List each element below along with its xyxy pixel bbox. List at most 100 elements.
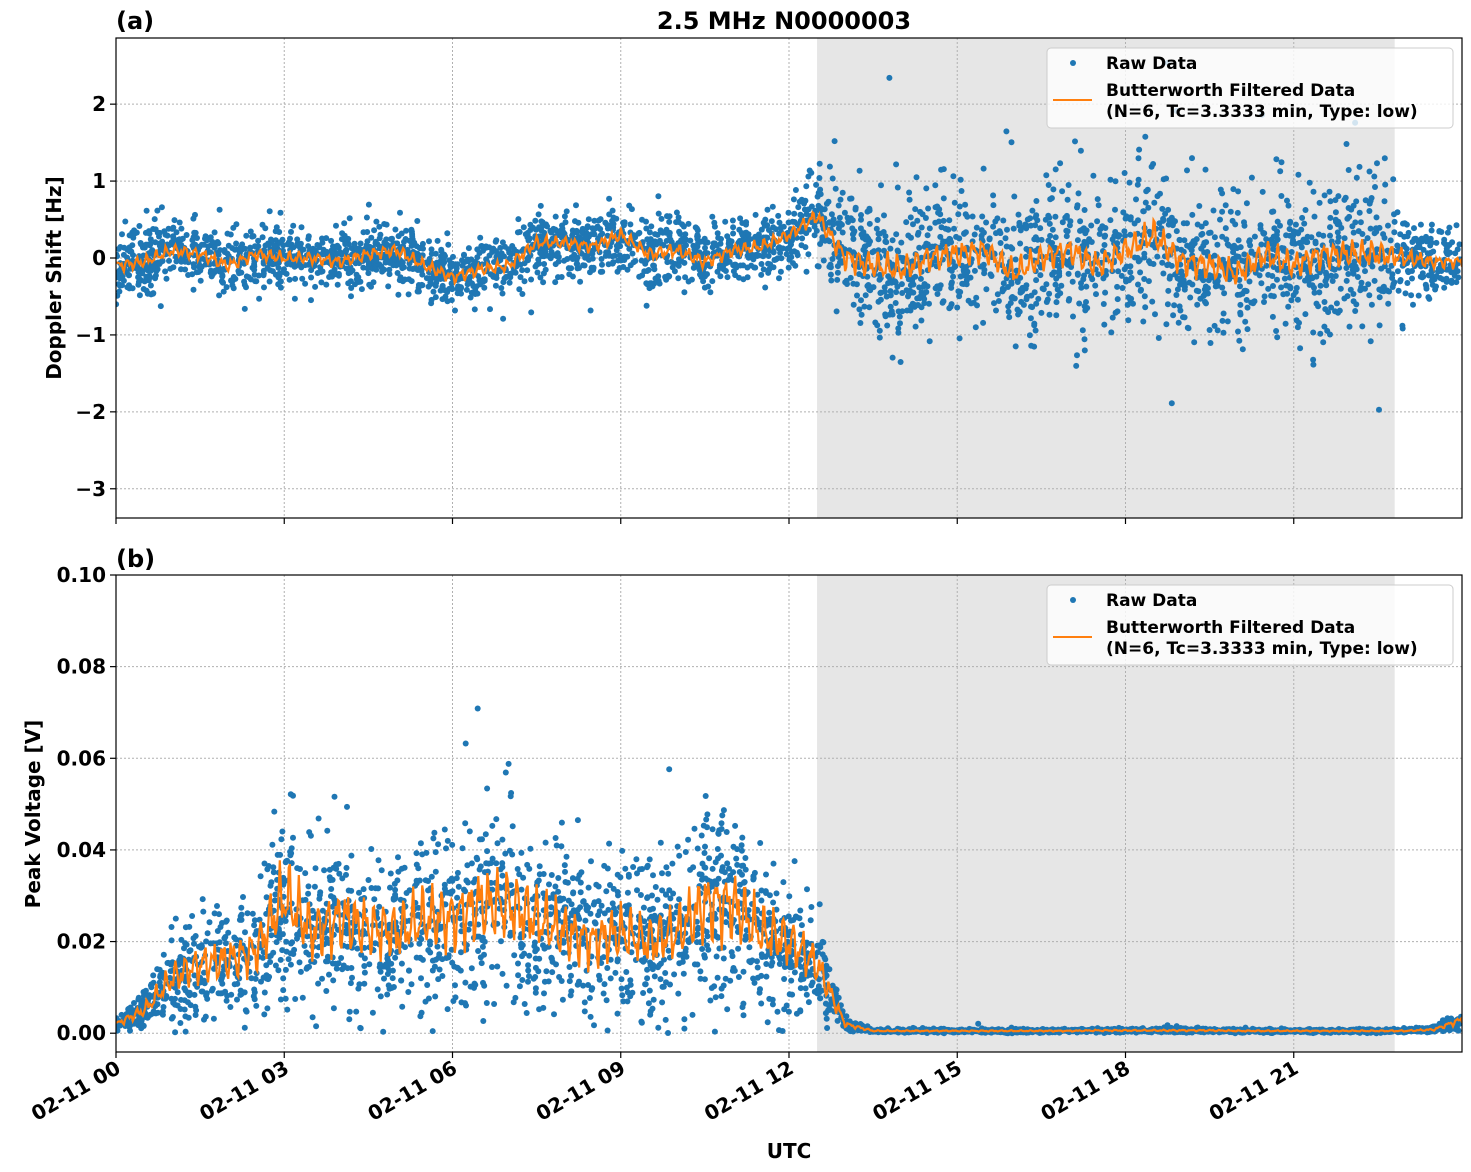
raw-data-point	[1397, 278, 1404, 285]
raw-data-point	[736, 274, 742, 281]
raw-data-point	[1285, 202, 1292, 209]
raw-data-point	[1263, 236, 1270, 243]
raw-data-point	[441, 254, 447, 261]
raw-data-point	[1258, 280, 1265, 287]
raw-data-point	[897, 359, 904, 365]
raw-data-point	[483, 244, 490, 251]
raw-data-point	[526, 235, 533, 242]
raw-data-point	[1123, 263, 1130, 270]
raw-data-point	[818, 207, 825, 214]
raw-data-point	[261, 247, 268, 254]
raw-data-point	[1277, 168, 1284, 175]
raw-data-point	[1235, 237, 1242, 244]
raw-data-point	[850, 230, 857, 236]
raw-data-point	[1328, 304, 1335, 311]
raw-data-point	[171, 217, 178, 224]
raw-data-point	[193, 1007, 200, 1014]
raw-data-point	[473, 854, 480, 861]
raw-data-point	[1222, 225, 1229, 232]
raw-data-point	[1353, 198, 1360, 205]
raw-data-point	[1016, 222, 1023, 229]
raw-data-point	[1088, 239, 1095, 245]
raw-data-point	[752, 233, 759, 240]
raw-data-point	[328, 237, 335, 244]
raw-data-point	[1126, 179, 1133, 186]
raw-data-point	[177, 1020, 184, 1026]
raw-data-point	[955, 211, 962, 218]
raw-data-point	[152, 275, 159, 282]
raw-data-point	[377, 993, 384, 1000]
raw-data-point	[1102, 289, 1109, 296]
raw-data-point	[349, 267, 356, 274]
raw-data-point	[448, 280, 455, 287]
raw-data-point	[742, 855, 749, 861]
raw-data-point	[1261, 299, 1267, 305]
raw-data-point	[1258, 241, 1265, 248]
raw-data-point	[1376, 322, 1383, 329]
raw-data-point	[522, 231, 529, 238]
raw-data-point	[129, 285, 136, 292]
raw-data-point	[1127, 231, 1134, 238]
raw-data-point	[519, 291, 526, 297]
raw-data-point	[260, 270, 267, 277]
raw-data-point	[1273, 328, 1280, 334]
raw-data-point	[1413, 236, 1420, 243]
raw-data-point	[1347, 286, 1354, 293]
raw-data-point	[364, 265, 371, 272]
raw-data-point	[865, 282, 872, 288]
raw-data-point	[886, 74, 893, 81]
raw-data-point	[934, 291, 941, 297]
raw-data-point	[520, 874, 527, 881]
raw-data-point	[385, 283, 392, 290]
raw-data-point	[419, 252, 426, 259]
raw-data-point	[623, 969, 630, 975]
raw-data-point	[1151, 199, 1158, 206]
raw-data-point	[1432, 286, 1439, 293]
raw-data-point	[219, 273, 226, 280]
raw-data-point	[1399, 322, 1406, 329]
raw-data-point	[910, 221, 916, 228]
raw-data-point	[940, 166, 947, 173]
raw-data-point	[536, 224, 543, 231]
raw-data-point	[500, 315, 507, 322]
raw-data-point	[1456, 241, 1462, 248]
raw-data-point	[805, 251, 812, 258]
raw-data-point	[251, 922, 258, 929]
raw-data-point	[1102, 225, 1109, 231]
raw-data-point	[621, 219, 628, 226]
y-tick-label: 0.10	[57, 563, 106, 587]
raw-data-point	[1310, 329, 1317, 336]
raw-data-point	[365, 201, 372, 208]
raw-data-point	[613, 247, 620, 254]
raw-data-point	[1064, 196, 1071, 203]
raw-data-point	[424, 982, 431, 988]
raw-data-point	[1170, 312, 1177, 319]
raw-data-point	[1037, 272, 1044, 279]
raw-data-point	[292, 996, 299, 1002]
raw-data-point	[1352, 308, 1359, 314]
raw-data-point	[1229, 244, 1236, 251]
raw-data-point	[785, 264, 792, 271]
raw-data-point	[599, 261, 605, 268]
raw-data-point	[353, 1008, 360, 1015]
raw-data-point	[1273, 156, 1280, 163]
raw-data-point	[763, 973, 770, 980]
raw-data-point	[1189, 155, 1195, 162]
raw-data-point	[541, 261, 548, 267]
raw-data-point	[271, 242, 278, 249]
raw-data-point	[739, 232, 746, 239]
raw-data-point	[999, 288, 1006, 295]
raw-data-point	[261, 284, 267, 291]
raw-data-point	[368, 846, 375, 852]
raw-data-point	[1049, 226, 1056, 233]
raw-data-point	[312, 283, 319, 290]
raw-data-point	[1323, 282, 1330, 289]
raw-data-point	[1311, 257, 1318, 264]
raw-data-point	[882, 313, 889, 320]
y-tick-label: 1	[92, 169, 106, 193]
raw-data-point	[1270, 233, 1277, 240]
raw-data-point	[681, 289, 688, 296]
raw-data-point	[1223, 236, 1230, 243]
raw-data-point	[918, 317, 925, 324]
raw-data-point	[1350, 291, 1357, 297]
